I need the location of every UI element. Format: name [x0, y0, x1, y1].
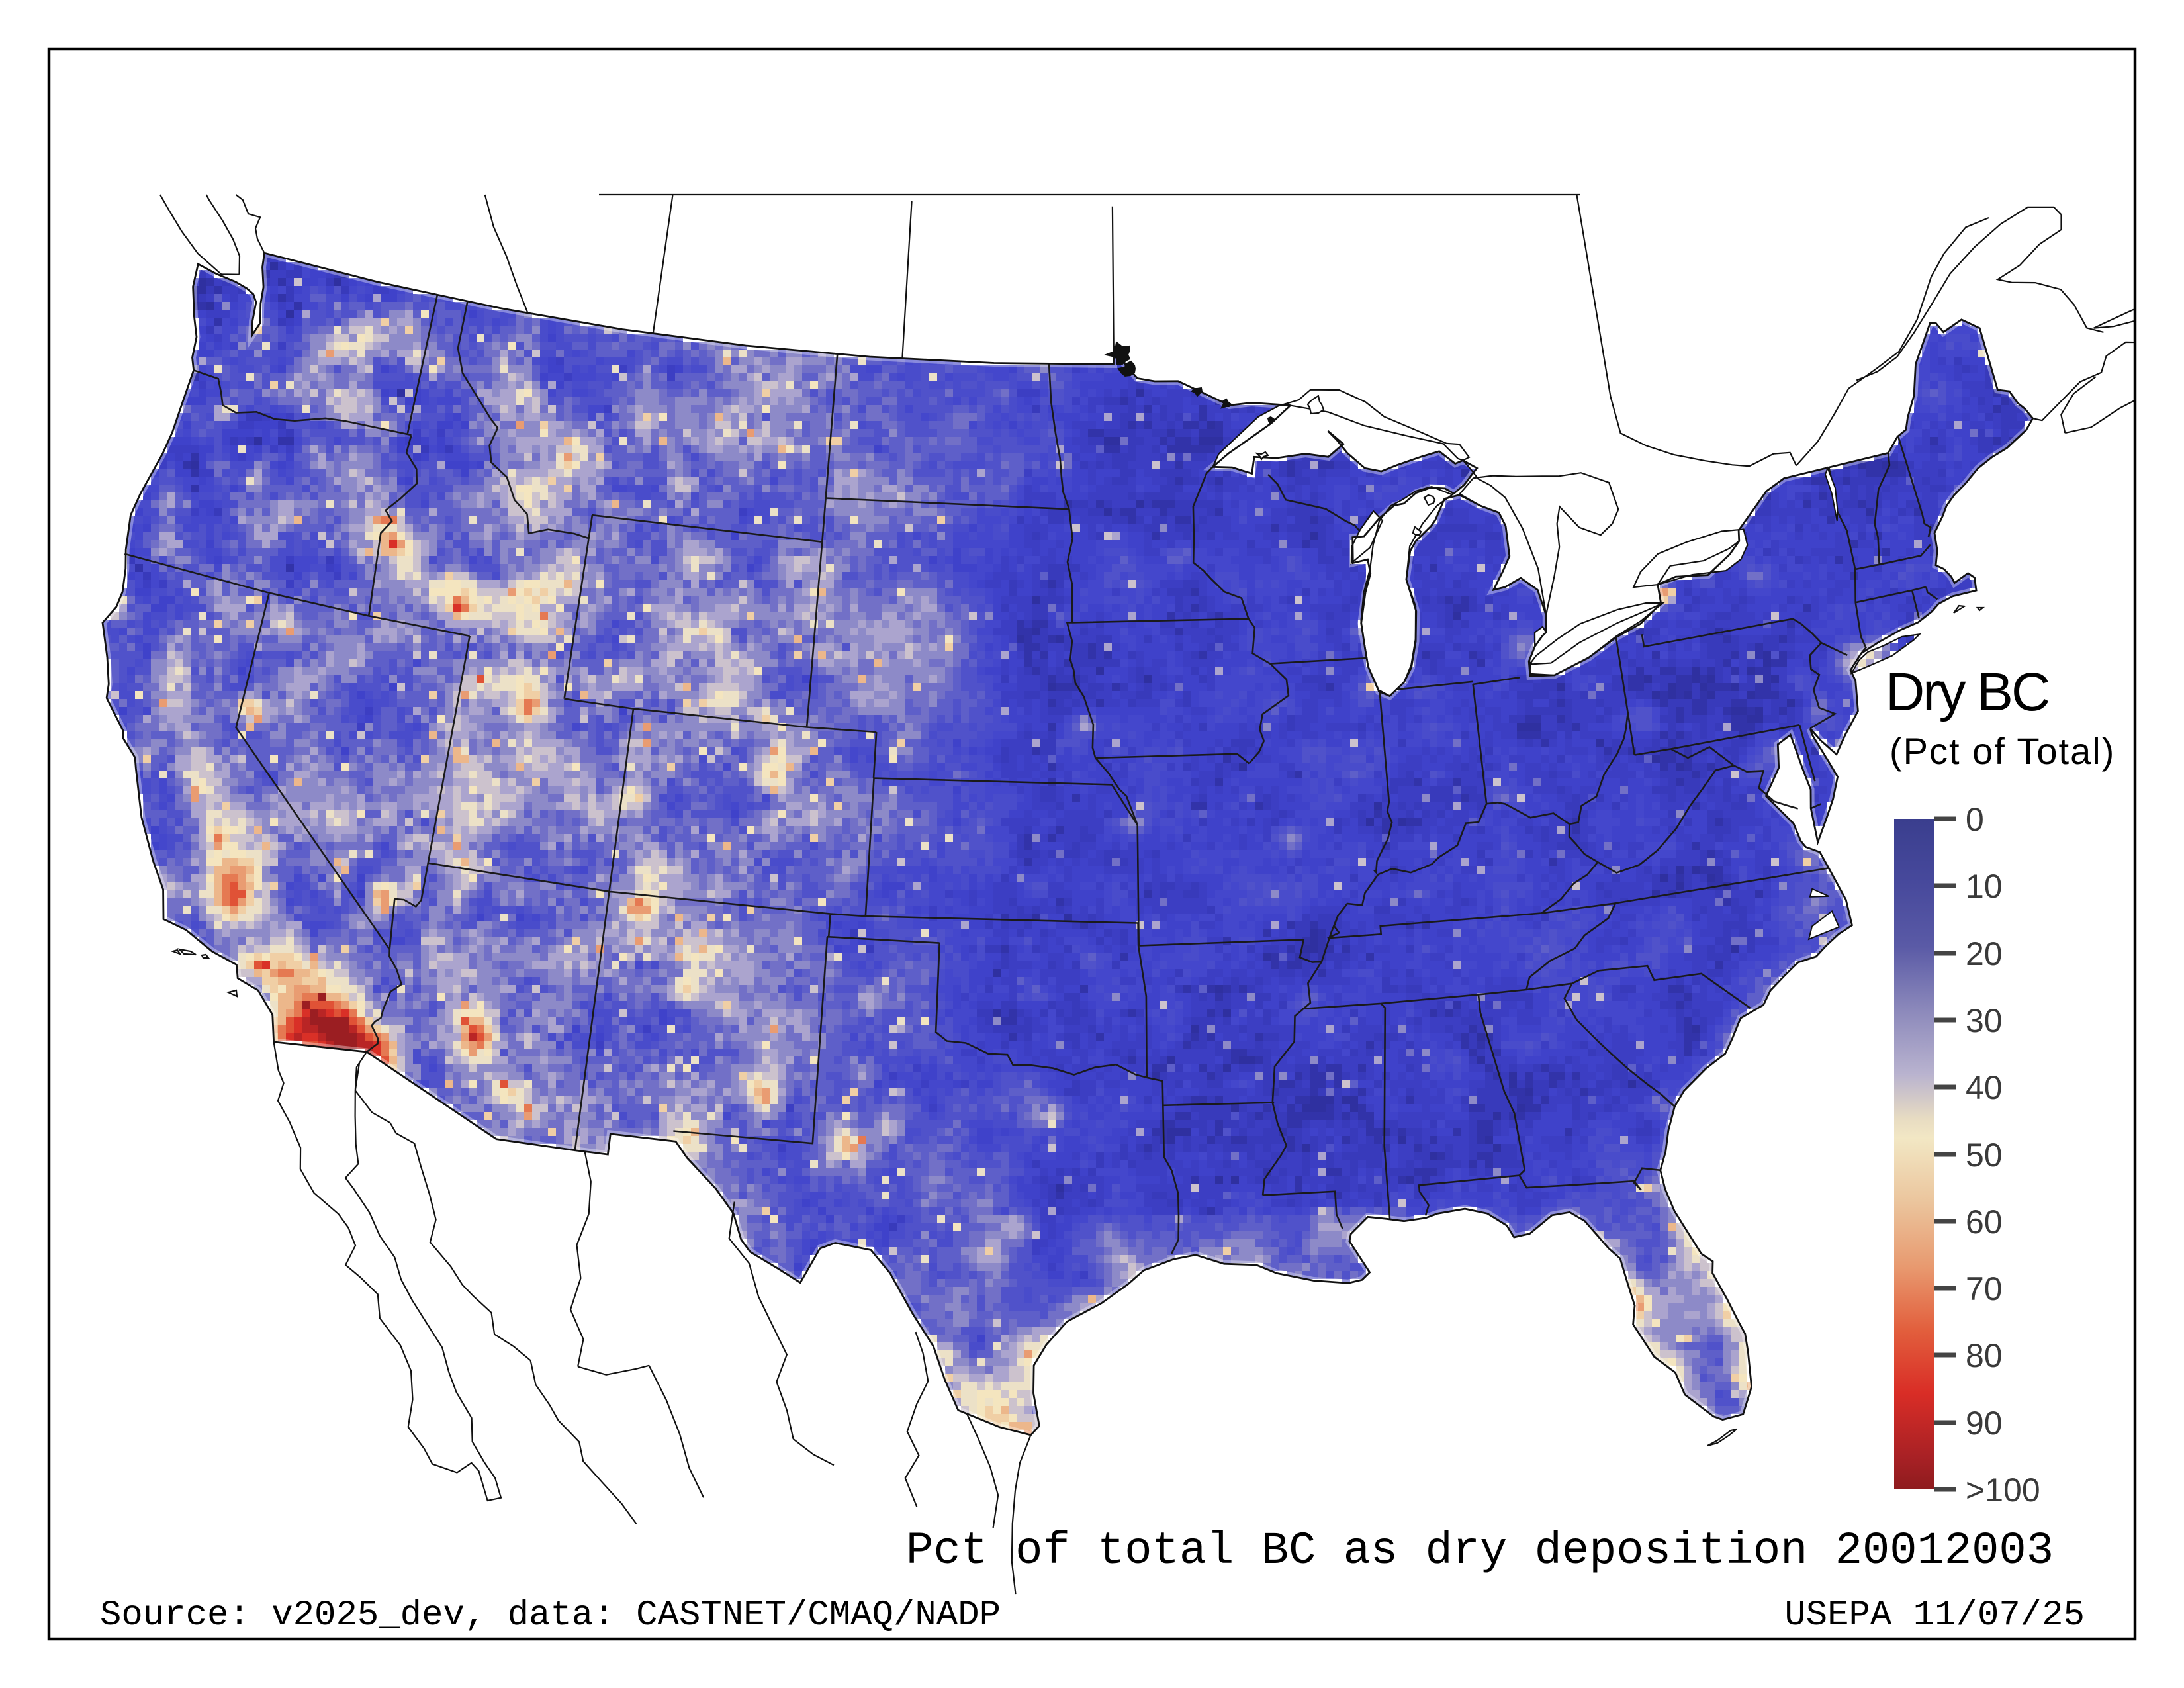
svg-text:USEPA 11/07/25: USEPA 11/07/25 [1784, 1595, 2085, 1636]
svg-text:Dry BC: Dry BC [1886, 662, 2049, 722]
svg-text:80: 80 [1966, 1337, 2003, 1374]
svg-text:40: 40 [1966, 1069, 2003, 1106]
svg-text:30: 30 [1966, 1002, 2003, 1039]
svg-text:60: 60 [1966, 1203, 2003, 1241]
svg-text:70: 70 [1966, 1270, 2003, 1307]
svg-text:>100: >100 [1966, 1472, 2040, 1509]
svg-text:50: 50 [1966, 1137, 2003, 1174]
svg-text:20: 20 [1966, 935, 2003, 972]
svg-text:90: 90 [1966, 1405, 2003, 1442]
svg-text:10: 10 [1966, 868, 2003, 905]
svg-text:Pct of total BC as dry deposit: Pct of total BC as dry deposition 200120… [906, 1525, 2054, 1577]
svg-text:(Pct of Total): (Pct of Total) [1889, 730, 2115, 772]
svg-text:Source: v2025_dev, data: CASTN: Source: v2025_dev, data: CASTNET/CMAQ/NA… [100, 1595, 1001, 1636]
svg-text:0: 0 [1966, 801, 1984, 838]
